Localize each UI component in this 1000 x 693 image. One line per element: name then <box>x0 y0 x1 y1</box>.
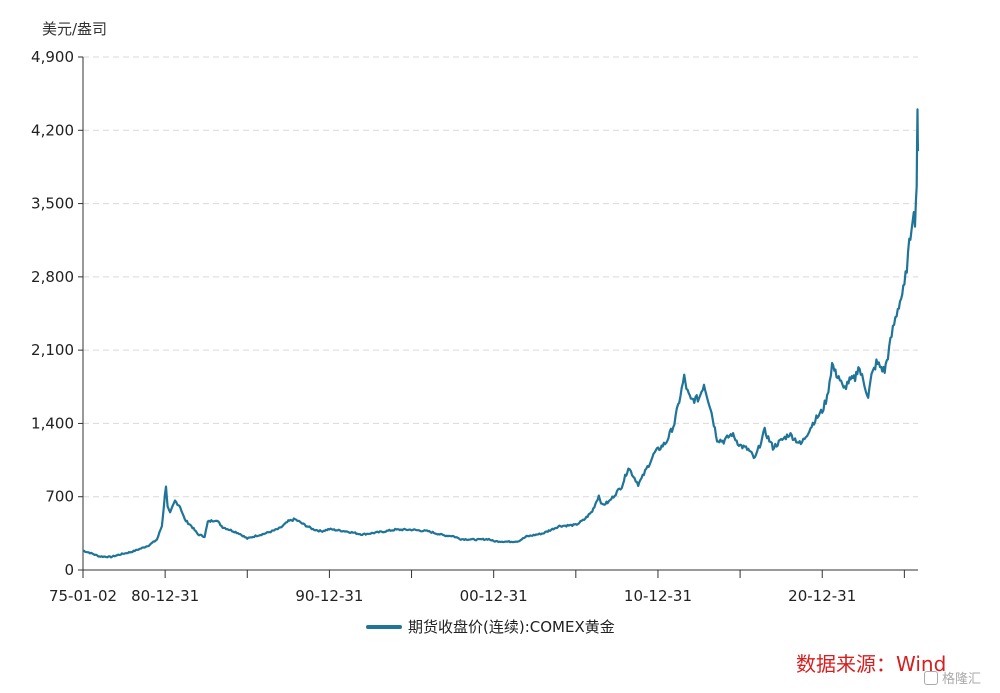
watermark-text: 格隆汇 <box>942 672 982 687</box>
legend: 期货收盘价(连续):COMEX黄金 <box>366 616 615 637</box>
x-tick-label: 20-12-31 <box>788 587 856 605</box>
x-tick-label: 75-01-02 <box>49 587 117 605</box>
y-tick-label: 1,400 <box>31 414 74 432</box>
watermark-logo-icon <box>924 670 938 685</box>
axis-layer: 0 700 1,400 2,100 2,800 3,500 4,200 4,900 75-01-… <box>31 48 918 605</box>
y-tick-label: 2,100 <box>31 341 74 359</box>
legend-swatch <box>366 624 402 629</box>
legend-label: 期货收盘价(连续):COMEX黄金 <box>408 618 615 636</box>
series-line <box>82 108 920 559</box>
source-note: 数据来源：Wind <box>796 652 947 676</box>
y-tick-label: 4,900 <box>31 48 74 66</box>
x-tick-label: 80-12-31 <box>131 587 199 605</box>
y-tick-label: 4,200 <box>31 121 74 139</box>
x-tick-label: 10-12-31 <box>624 587 692 605</box>
grid-layer <box>83 56 918 498</box>
y-tick-label: 2,800 <box>31 268 74 286</box>
x-tick-label: 00-12-31 <box>460 587 528 605</box>
y-tick-label: 3,500 <box>31 195 74 213</box>
y-tick-label: 700 <box>45 488 74 506</box>
line-layer <box>82 108 920 559</box>
x-tick-label: 90-12-31 <box>295 587 363 605</box>
y-axis-unit-label: 美元/盎司 <box>42 20 108 38</box>
watermark: 格隆汇 <box>924 668 981 687</box>
y-tick-label: 0 <box>64 561 74 579</box>
